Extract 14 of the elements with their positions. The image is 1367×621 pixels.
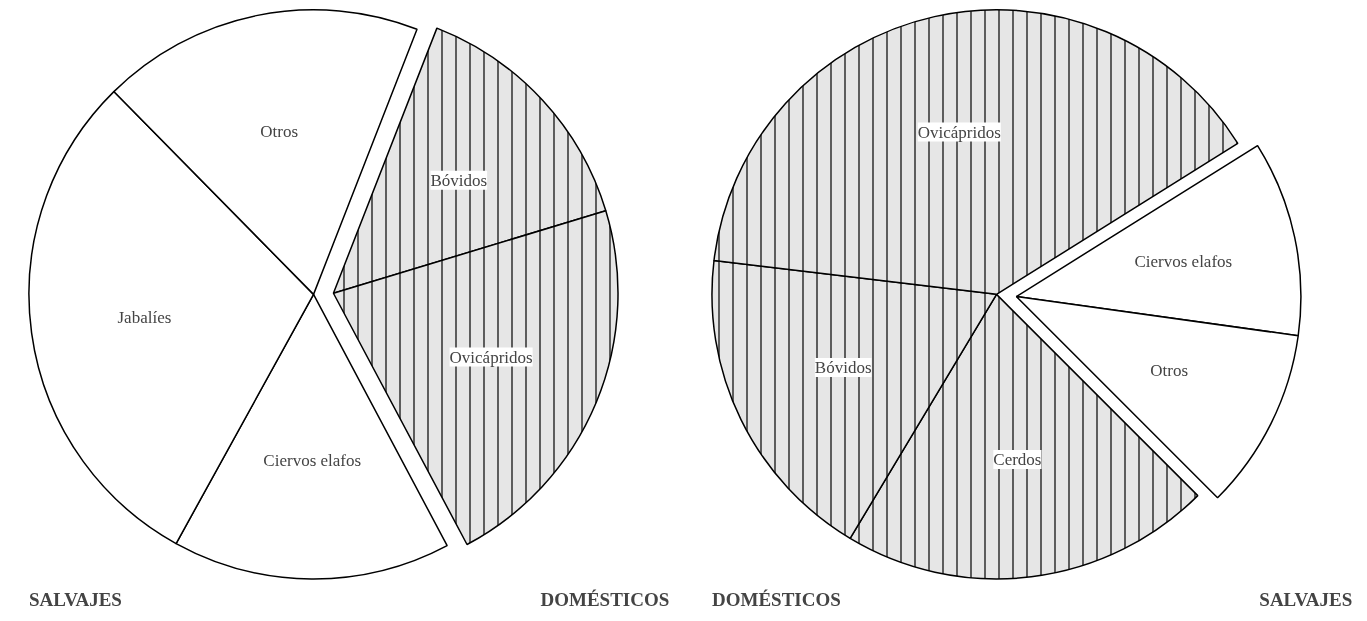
- slice-label: Ovicápridos: [917, 122, 1001, 142]
- text: SALVAJES: [1259, 588, 1353, 610]
- text: SALVAJES: [28, 588, 122, 610]
- text: DOMÉSTICOS: [711, 588, 841, 610]
- slice-label: Ciervos elafos: [263, 451, 362, 471]
- slice-label: Cerdos: [993, 449, 1042, 469]
- text: DOMÉSTICOS: [540, 588, 670, 610]
- slice-label: Otros: [260, 121, 299, 141]
- slice-label: Bóvidos: [814, 358, 872, 378]
- slice-label: Ovicápridos: [449, 347, 533, 367]
- slice-label: Jabalíes: [117, 307, 172, 327]
- slice-label: Otros: [1150, 361, 1189, 381]
- slice-label: Ciervos elafos: [1134, 252, 1233, 272]
- slice-label: Bóvidos: [430, 170, 488, 190]
